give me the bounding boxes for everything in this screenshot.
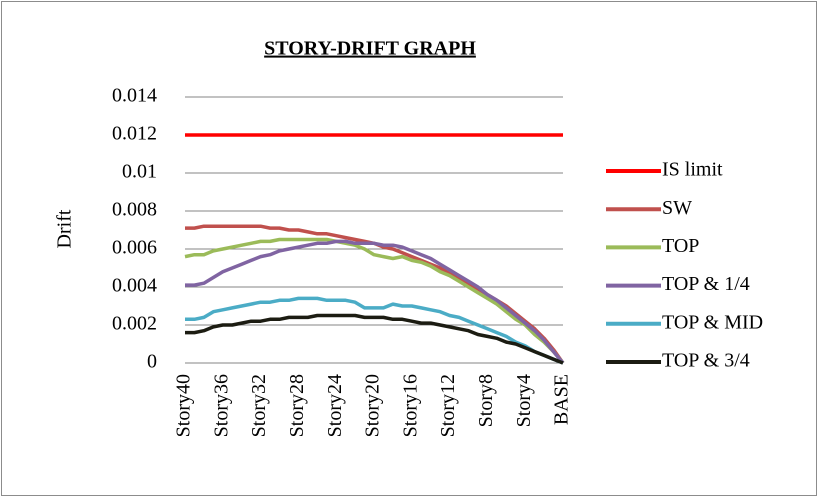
y-tick-label: 0.008 bbox=[112, 199, 157, 221]
chart-title: STORY-DRIFT GRAPH bbox=[264, 38, 476, 60]
legend-label: TOP & 1/4 bbox=[662, 273, 750, 295]
legend-label: SW bbox=[662, 197, 692, 219]
x-tick-label: Story4 bbox=[513, 374, 535, 427]
series-line bbox=[185, 296, 564, 365]
y-tick-label: 0.01 bbox=[122, 161, 157, 183]
series-line bbox=[185, 239, 565, 365]
x-tick-label: Story12 bbox=[437, 374, 459, 437]
x-tick-label: Story40 bbox=[173, 374, 195, 437]
legend-label: TOP & 3/4 bbox=[662, 350, 750, 372]
legend-label: TOP bbox=[662, 235, 699, 257]
x-tick-label: Story8 bbox=[475, 374, 497, 427]
y-tick-label: 0.002 bbox=[112, 313, 157, 335]
x-tick-label: BASE bbox=[551, 374, 573, 425]
y-tick-label: 0.012 bbox=[112, 123, 157, 145]
y-axis-label: Drift bbox=[54, 209, 76, 248]
x-tick-label: Story24 bbox=[324, 374, 346, 437]
x-tick-label: Story36 bbox=[210, 374, 232, 437]
series-line bbox=[185, 313, 564, 365]
y-tick-label: 0.014 bbox=[112, 85, 157, 107]
legend-label: IS limit bbox=[662, 159, 723, 181]
legend-label: TOP & MID bbox=[662, 311, 763, 333]
x-tick-label: Story16 bbox=[399, 374, 421, 437]
y-tick-label: 0.006 bbox=[112, 237, 157, 259]
y-tick-label: 0.004 bbox=[112, 275, 157, 297]
y-tick-label: 0 bbox=[147, 351, 157, 373]
series-line bbox=[184, 237, 565, 365]
x-tick-label: Story32 bbox=[248, 374, 270, 437]
x-tick-label: Story28 bbox=[286, 374, 308, 437]
x-tick-label: Story20 bbox=[362, 374, 384, 437]
